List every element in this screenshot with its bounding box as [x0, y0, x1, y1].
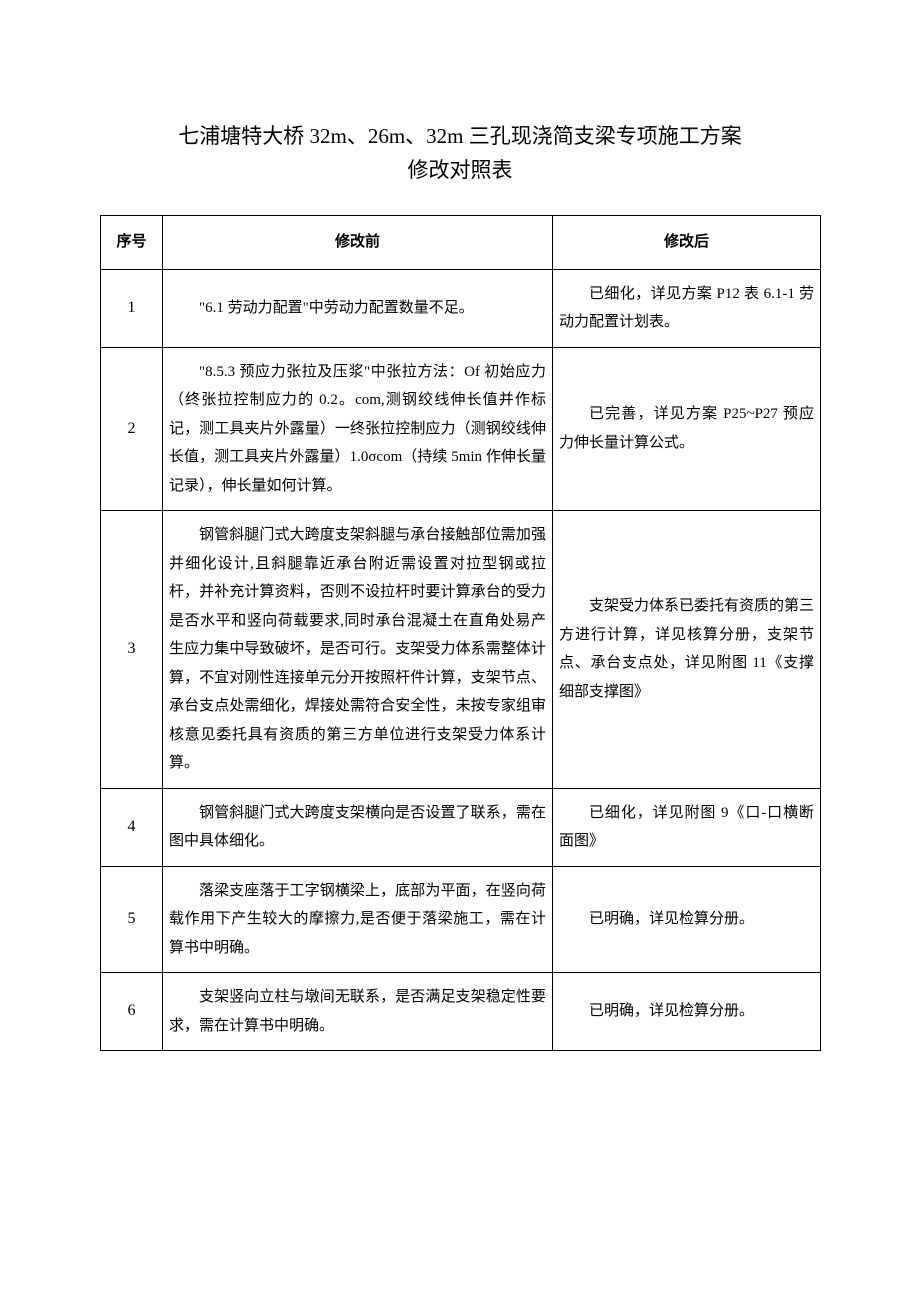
- cell-after: 已明确，详见检算分册。: [553, 973, 821, 1051]
- table-row: 5 落梁支座落于工字钢横梁上，底部为平面，在竖向荷载作用下产生较大的摩擦力,是否…: [101, 866, 821, 973]
- cell-after: 已细化，详见附图 9《口-口横断面图》: [553, 788, 821, 866]
- header-after: 修改后: [553, 216, 821, 270]
- cell-seq: 3: [101, 511, 163, 789]
- cell-before: "6.1 劳动力配置"中劳动力配置数量不足。: [163, 269, 553, 347]
- cell-seq: 1: [101, 269, 163, 347]
- cell-seq: 5: [101, 866, 163, 973]
- cell-before: 落梁支座落于工字钢横梁上，底部为平面，在竖向荷载作用下产生较大的摩擦力,是否便于…: [163, 866, 553, 973]
- cell-after: 已完善，详见方案 P25~P27 预应力伸长量计算公式。: [553, 347, 821, 511]
- header-seq: 序号: [101, 216, 163, 270]
- table-row: 4 钢管斜腿门式大跨度支架横向是否设置了联系，需在图中具体细化。 已细化，详见附…: [101, 788, 821, 866]
- cell-seq: 4: [101, 788, 163, 866]
- cell-seq: 2: [101, 347, 163, 511]
- cell-before: "8.5.3 预应力张拉及压浆"中张拉方法：Of 初始应力（终张拉控制应力的 0…: [163, 347, 553, 511]
- document-title: 七浦塘特大桥 32m、26m、32m 三孔现浇简支梁专项施工方案 修改对照表: [100, 120, 820, 187]
- cell-before: 钢管斜腿门式大跨度支架斜腿与承台接触部位需加强并细化设计,且斜腿靠近承台附近需设…: [163, 511, 553, 789]
- cell-after: 已明确，详见检算分册。: [553, 866, 821, 973]
- table-row: 3 钢管斜腿门式大跨度支架斜腿与承台接触部位需加强并细化设计,且斜腿靠近承台附近…: [101, 511, 821, 789]
- cell-seq: 6: [101, 973, 163, 1051]
- table-row: 2 "8.5.3 预应力张拉及压浆"中张拉方法：Of 初始应力（终张拉控制应力的…: [101, 347, 821, 511]
- table-header-row: 序号 修改前 修改后: [101, 216, 821, 270]
- cell-before: 支架竖向立柱与墩间无联系，是否满足支架稳定性要求，需在计算书中明确。: [163, 973, 553, 1051]
- cell-before: 钢管斜腿门式大跨度支架横向是否设置了联系，需在图中具体细化。: [163, 788, 553, 866]
- table-row: 6 支架竖向立柱与墩间无联系，是否满足支架稳定性要求，需在计算书中明确。 已明确…: [101, 973, 821, 1051]
- header-before: 修改前: [163, 216, 553, 270]
- comparison-table: 序号 修改前 修改后 1 "6.1 劳动力配置"中劳动力配置数量不足。 已细化，…: [100, 215, 821, 1051]
- title-line-2: 修改对照表: [100, 154, 820, 188]
- table-row: 1 "6.1 劳动力配置"中劳动力配置数量不足。 已细化，详见方案 P12 表 …: [101, 269, 821, 347]
- cell-after: 已细化，详见方案 P12 表 6.1-1 劳动力配置计划表。: [553, 269, 821, 347]
- title-line-1: 七浦塘特大桥 32m、26m、32m 三孔现浇简支梁专项施工方案: [100, 120, 820, 154]
- cell-after: 支架受力体系已委托有资质的第三方进行计算，详见核算分册，支架节点、承台支点处，详…: [553, 511, 821, 789]
